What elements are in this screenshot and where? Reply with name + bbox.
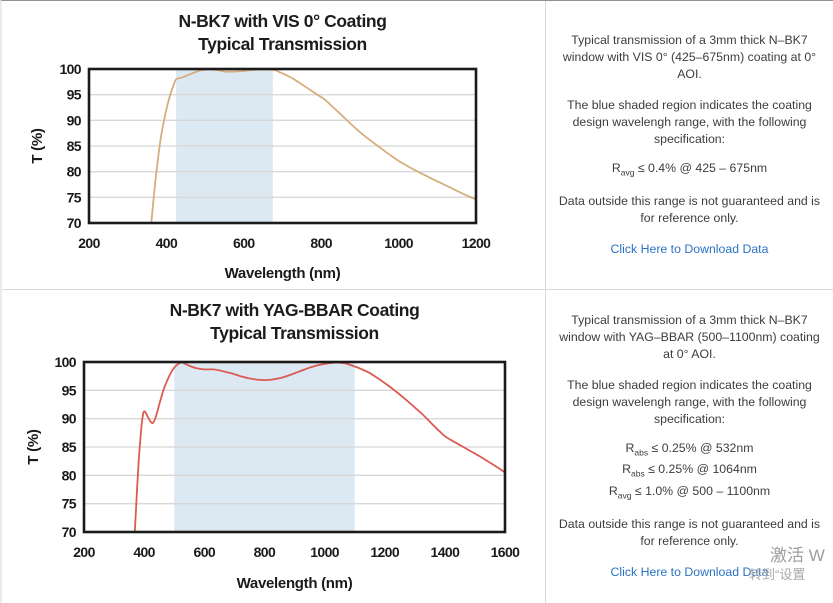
y-tick-label: 90 <box>62 411 77 427</box>
y-tick-label: 85 <box>67 138 82 154</box>
spec-value: ≤ 0.4% @ 425 – 675nm <box>634 160 768 175</box>
y-tick-label: 100 <box>54 354 76 370</box>
chart-title-line2: Typical Transmission <box>198 34 367 54</box>
spec-line: Rabs ≤ 0.25% @ 1064nm <box>609 461 770 482</box>
yag-chart-panel: N-BK7 with YAG-BBAR Coating Typical Tran… <box>2 290 545 603</box>
panel-description: Typical transmission of a 3mm thick N–BK… <box>559 312 820 361</box>
spec-symbol: R <box>625 440 635 455</box>
y-tick-label: 70 <box>62 524 77 540</box>
plot-border <box>87 67 478 225</box>
vis-info-panel: Typical transmission of a 3mm thick N–BK… <box>545 1 833 289</box>
y-tick-label: 75 <box>62 496 77 512</box>
y-tick-label: 100 <box>59 61 81 77</box>
x-tick-label: 1200 <box>462 235 492 251</box>
panel-band-note: The blue shaded region indicates the coa… <box>567 377 812 426</box>
y-axis-label: T (%) <box>25 429 42 464</box>
spec-value: ≤ 0.25% @ 532nm <box>648 440 754 455</box>
spec-line: Ravg ≤ 0.4% @ 425 – 675nm <box>612 160 767 181</box>
y-tick-label: 80 <box>67 164 82 180</box>
spec-value: ≤ 1.0% @ 500 – 1100nm <box>631 483 771 498</box>
spec-subscript: abs <box>634 447 649 458</box>
x-axis-label: Wavelength (nm) <box>225 265 341 282</box>
vis-chart-panel: N-BK7 with VIS 0° Coating Typical Transm… <box>2 1 545 289</box>
spec-subscript: avg <box>617 490 632 501</box>
yag-transmission-chart: 200 400 600 800 1000 1200 1400 1600 70 75 80 85 90 95… <box>25 354 521 592</box>
spec-block: Ravg ≤ 0.4% @ 425 – 675nm <box>612 160 767 181</box>
chart-title-line1: N-BK7 with YAG-BBAR Coating <box>169 300 420 320</box>
x-tick-label: 600 <box>194 544 216 560</box>
x-tick-label: 1000 <box>384 235 414 251</box>
x-tick-label: 400 <box>133 544 155 560</box>
y-tick-label: 95 <box>62 382 77 398</box>
x-tick-label: 1600 <box>491 544 521 560</box>
y-tick-label: 70 <box>67 215 82 231</box>
spec-line: Ravg ≤ 1.0% @ 500 – 1100nm <box>609 483 770 504</box>
vis-transmission-chart: 200 400 600 800 1000 1200 70 75 80 85 90 95 100 Wavel… <box>29 61 492 282</box>
plot-border <box>82 360 507 534</box>
yag-coating-row: N-BK7 with YAG-BBAR Coating Typical Tran… <box>2 290 833 603</box>
spec-symbol: R <box>622 462 631 477</box>
x-tick-label: 1200 <box>370 544 400 560</box>
download-data-link[interactable]: Click Here to Download Data <box>610 565 769 580</box>
panel-disclaimer: Data outside this range is not guarantee… <box>558 194 821 226</box>
transmission-curve <box>133 362 505 532</box>
spec-line: Rabs ≤ 0.25% @ 532nm <box>609 440 770 461</box>
x-tick-label: 400 <box>156 235 178 251</box>
x-tick-label: 800 <box>310 235 332 251</box>
panel-description: Typical transmission of a 3mm thick N–BK… <box>562 32 817 81</box>
panel-disclaimer: Data outside this range is not guarantee… <box>558 517 821 549</box>
download-data-link[interactable]: Click Here to Download Data <box>610 242 769 257</box>
vis-chart-title: N-BK7 with VIS 0° Coating Typical Transm… <box>89 10 476 56</box>
y-tick-label: 95 <box>67 87 82 103</box>
y-tick-label: 75 <box>67 189 82 205</box>
x-tick-label: 1400 <box>431 544 461 560</box>
x-tick-label: 200 <box>78 235 100 251</box>
spec-symbol: R <box>611 160 621 175</box>
x-tick-label: 1000 <box>310 544 340 560</box>
spec-subscript: abs <box>630 468 645 479</box>
x-axis-label: Wavelength (nm) <box>237 575 353 592</box>
x-tick-label: 200 <box>73 544 95 560</box>
y-axis-label: T (%) <box>29 128 46 163</box>
spec-subscript: avg <box>620 167 635 178</box>
yag-info-panel: Typical transmission of a 3mm thick N–BK… <box>545 290 833 603</box>
vis-coating-row: N-BK7 with VIS 0° Coating Typical Transm… <box>2 1 833 290</box>
x-tick-label: 600 <box>233 235 255 251</box>
y-tick-label: 85 <box>62 439 77 455</box>
y-tick-label: 80 <box>62 467 77 483</box>
spec-block: Rabs ≤ 0.25% @ 532nm Rabs ≤ 0.25% @ 1064… <box>609 440 770 504</box>
spec-value: ≤ 0.25% @ 1064nm <box>644 462 757 477</box>
y-tick-label: 90 <box>67 112 82 128</box>
spec-symbol: R <box>608 483 618 498</box>
chart-title-line1: N-BK7 with VIS 0° Coating <box>178 11 387 31</box>
chart-title-line2: Typical Transmission <box>210 323 379 343</box>
panel-band-note: The blue shaded region indicates the coa… <box>567 97 812 146</box>
yag-chart-title: N-BK7 with YAG-BBAR Coating Typical Tran… <box>84 299 505 345</box>
x-tick-label: 800 <box>254 544 276 560</box>
